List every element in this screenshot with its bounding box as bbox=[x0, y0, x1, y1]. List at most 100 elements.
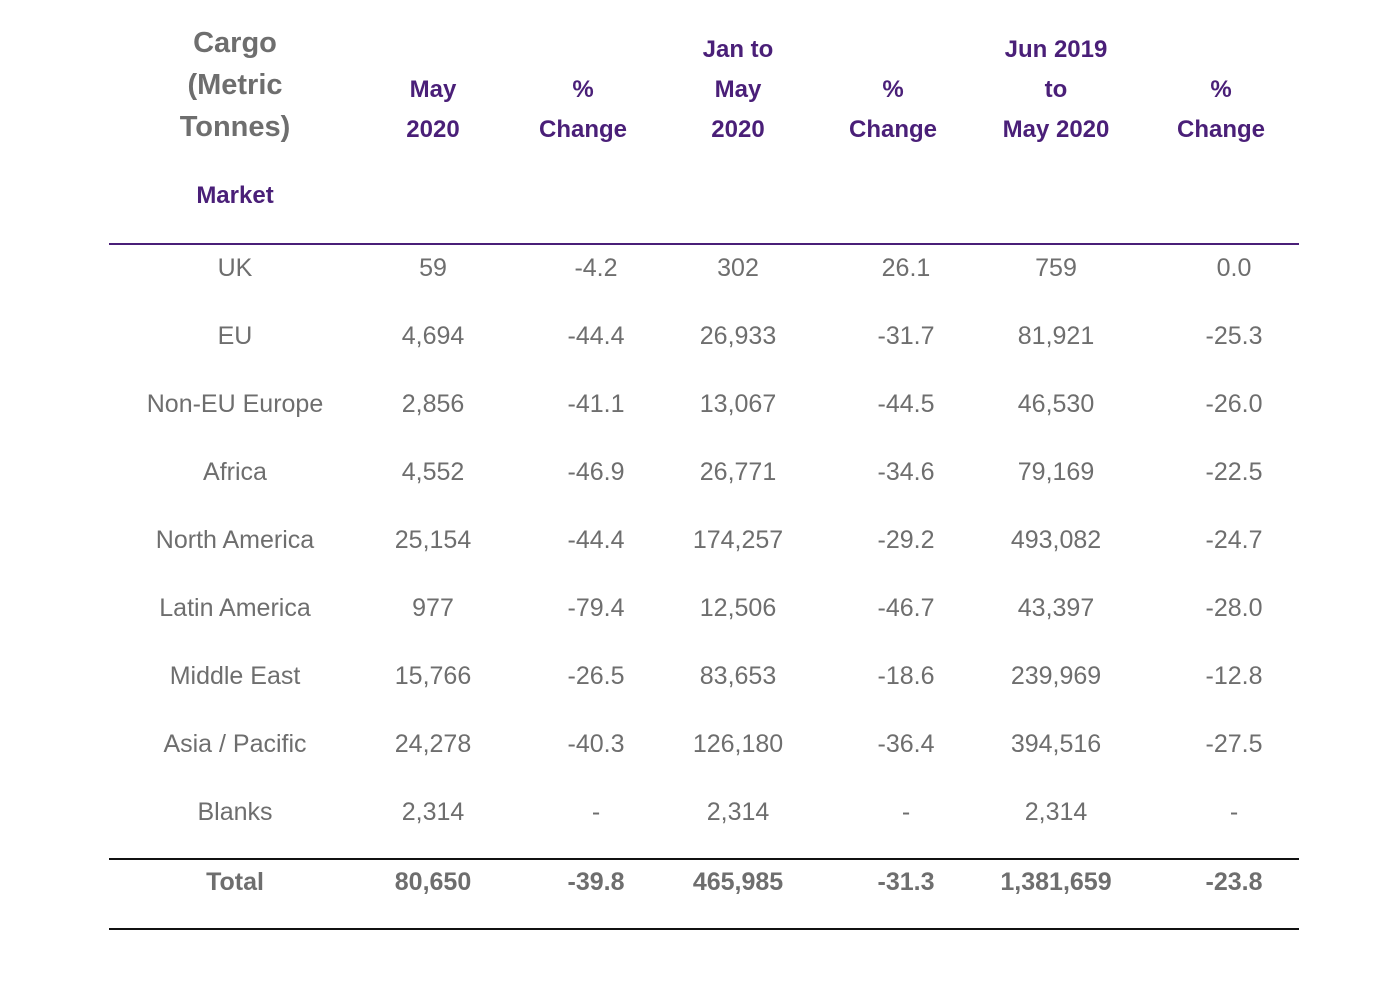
value-cell: 46,530 bbox=[1017, 390, 1095, 418]
market-cell: Blanks bbox=[197, 798, 273, 826]
value-cell: -41.1 bbox=[567, 390, 625, 418]
column-header-line: May bbox=[714, 76, 762, 103]
column-header-line: % bbox=[572, 76, 594, 103]
header-divider bbox=[109, 243, 1299, 245]
column-header-pct-change-3: % Change bbox=[1161, 70, 1281, 150]
value-cell: -4.2 bbox=[574, 254, 618, 282]
value-cell: 0.0 bbox=[1216, 254, 1252, 282]
value-cell: 26,933 bbox=[699, 322, 777, 350]
value-cell: -25.3 bbox=[1205, 322, 1263, 350]
value-cell: 759 bbox=[1035, 254, 1077, 282]
value-cell: 4,552 bbox=[401, 458, 465, 486]
total-value: -31.3 bbox=[877, 868, 935, 896]
value-cell: 26.1 bbox=[881, 254, 931, 282]
total-value: 465,985 bbox=[692, 868, 784, 896]
value-cell: 126,180 bbox=[692, 730, 784, 758]
value-cell: - bbox=[591, 798, 601, 826]
value-cell: -26.0 bbox=[1205, 390, 1263, 418]
value-cell: 302 bbox=[717, 254, 759, 282]
value-cell: 4,694 bbox=[401, 322, 465, 350]
table-title-line-1: Cargo bbox=[193, 27, 277, 59]
value-cell: 239,969 bbox=[1010, 662, 1102, 690]
value-cell: -22.5 bbox=[1205, 458, 1263, 486]
table-title: Cargo (Metric Tonnes) bbox=[135, 22, 335, 148]
value-cell: 79,169 bbox=[1017, 458, 1095, 486]
value-cell: -28.0 bbox=[1205, 594, 1263, 622]
total-value: -39.8 bbox=[567, 868, 625, 896]
table-row: Non-EU Europe 2,856 -41.1 13,067 -44.5 4… bbox=[0, 384, 1373, 424]
value-cell: 2,314 bbox=[401, 798, 465, 826]
market-cell: Africa bbox=[203, 458, 267, 486]
value-cell: -46.7 bbox=[877, 594, 935, 622]
value-cell: -27.5 bbox=[1205, 730, 1263, 758]
value-cell: 43,397 bbox=[1017, 594, 1095, 622]
total-label: Total bbox=[206, 868, 264, 896]
total-value: 1,381,659 bbox=[1000, 868, 1112, 896]
value-cell: -44.4 bbox=[567, 526, 625, 554]
table-row: Asia / Pacific 24,278 -40.3 126,180 -36.… bbox=[0, 724, 1373, 764]
value-cell: -79.4 bbox=[567, 594, 625, 622]
column-header-may-2020: May 2020 bbox=[373, 70, 493, 150]
value-cell: -18.6 bbox=[877, 662, 935, 690]
table-row: EU 4,694 -44.4 26,933 -31.7 81,921 -25.3 bbox=[0, 316, 1373, 356]
table-row: Blanks 2,314 - 2,314 - 2,314 - bbox=[0, 792, 1373, 832]
value-cell: -40.3 bbox=[567, 730, 625, 758]
market-cell: Asia / Pacific bbox=[163, 730, 307, 758]
column-header-line: 2020 bbox=[711, 116, 765, 143]
column-header-line: to bbox=[1044, 76, 1068, 103]
total-value: 80,650 bbox=[394, 868, 472, 896]
table-row: North America 25,154 -44.4 174,257 -29.2… bbox=[0, 520, 1373, 560]
market-cell: Latin America bbox=[159, 594, 311, 622]
value-cell: 2,856 bbox=[401, 390, 465, 418]
value-cell: 12,506 bbox=[699, 594, 777, 622]
market-cell: UK bbox=[217, 254, 253, 282]
market-column-header: Market bbox=[196, 182, 274, 209]
table-title-line-3: Tonnes) bbox=[179, 111, 291, 143]
column-header-jun-2019-to-may-2020: Jun 2019 to May 2020 bbox=[966, 30, 1146, 150]
value-cell: 59 bbox=[419, 254, 447, 282]
value-cell: 2,314 bbox=[706, 798, 770, 826]
column-header-pct-change-1: % Change bbox=[523, 70, 643, 150]
column-header-line: Change bbox=[538, 116, 627, 143]
value-cell: 81,921 bbox=[1017, 322, 1095, 350]
value-cell: 493,082 bbox=[1010, 526, 1102, 554]
value-cell: 83,653 bbox=[699, 662, 777, 690]
value-cell: -34.6 bbox=[877, 458, 935, 486]
value-cell: - bbox=[901, 798, 911, 826]
value-cell: -29.2 bbox=[877, 526, 935, 554]
market-cell: Non-EU Europe bbox=[146, 390, 324, 418]
column-header-line: Jun 2019 bbox=[1004, 36, 1108, 63]
value-cell: - bbox=[1229, 798, 1239, 826]
column-header-line: % bbox=[1210, 76, 1232, 103]
table-title-line-2: (Metric bbox=[187, 69, 283, 101]
value-cell: -31.7 bbox=[877, 322, 935, 350]
value-cell: -24.7 bbox=[1205, 526, 1263, 554]
total-divider-bottom bbox=[109, 928, 1299, 930]
value-cell: -26.5 bbox=[567, 662, 625, 690]
column-header-line: May bbox=[409, 76, 457, 103]
column-header-jan-to-may-2020: Jan to May 2020 bbox=[668, 30, 808, 150]
column-header-line: 2020 bbox=[406, 116, 460, 143]
value-cell: 15,766 bbox=[394, 662, 472, 690]
total-divider-top bbox=[109, 858, 1299, 860]
market-cell: North America bbox=[155, 526, 315, 554]
value-cell: 26,771 bbox=[699, 458, 777, 486]
column-header-line: Change bbox=[1176, 116, 1265, 143]
value-cell: 977 bbox=[412, 594, 454, 622]
column-header-line: May 2020 bbox=[1002, 116, 1110, 143]
value-cell: 2,314 bbox=[1024, 798, 1088, 826]
value-cell: 394,516 bbox=[1010, 730, 1102, 758]
value-cell: -12.8 bbox=[1205, 662, 1263, 690]
column-header-line: % bbox=[882, 76, 904, 103]
value-cell: -36.4 bbox=[877, 730, 935, 758]
column-header-line: Change bbox=[848, 116, 937, 143]
table-row: Middle East 15,766 -26.5 83,653 -18.6 23… bbox=[0, 656, 1373, 696]
total-row: Total 80,650 -39.8 465,985 -31.3 1,381,6… bbox=[0, 862, 1373, 902]
value-cell: 25,154 bbox=[394, 526, 472, 554]
value-cell: -44.4 bbox=[567, 322, 625, 350]
value-cell: 174,257 bbox=[692, 526, 784, 554]
value-cell: -44.5 bbox=[877, 390, 935, 418]
value-cell: -46.9 bbox=[567, 458, 625, 486]
table-row: UK 59 -4.2 302 26.1 759 0.0 bbox=[0, 248, 1373, 288]
